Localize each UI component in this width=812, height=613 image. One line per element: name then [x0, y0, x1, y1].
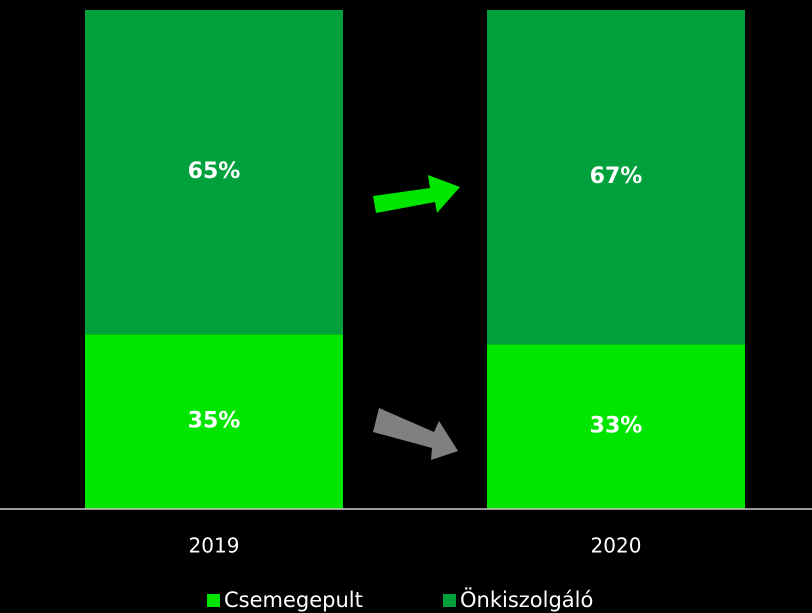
x-tick-label: 2019: [189, 534, 240, 558]
arrow-down: [373, 408, 458, 460]
x-tick-label: 2020: [591, 534, 642, 558]
value-label: 33%: [590, 414, 643, 439]
arrow-up: [373, 175, 460, 213]
bar-segment: [85, 334, 343, 509]
bar-segment: [85, 10, 343, 335]
bar-segment: [487, 344, 745, 509]
legend-label: Önkiszolgáló: [460, 587, 593, 612]
legend-swatch: [207, 594, 220, 607]
value-label: 65%: [188, 159, 241, 184]
legend-label: Csemegepult: [224, 588, 363, 612]
bar-segment: [487, 10, 745, 345]
legend-swatch: [443, 594, 456, 607]
value-label: 35%: [188, 409, 241, 434]
value-label: 67%: [590, 164, 643, 189]
